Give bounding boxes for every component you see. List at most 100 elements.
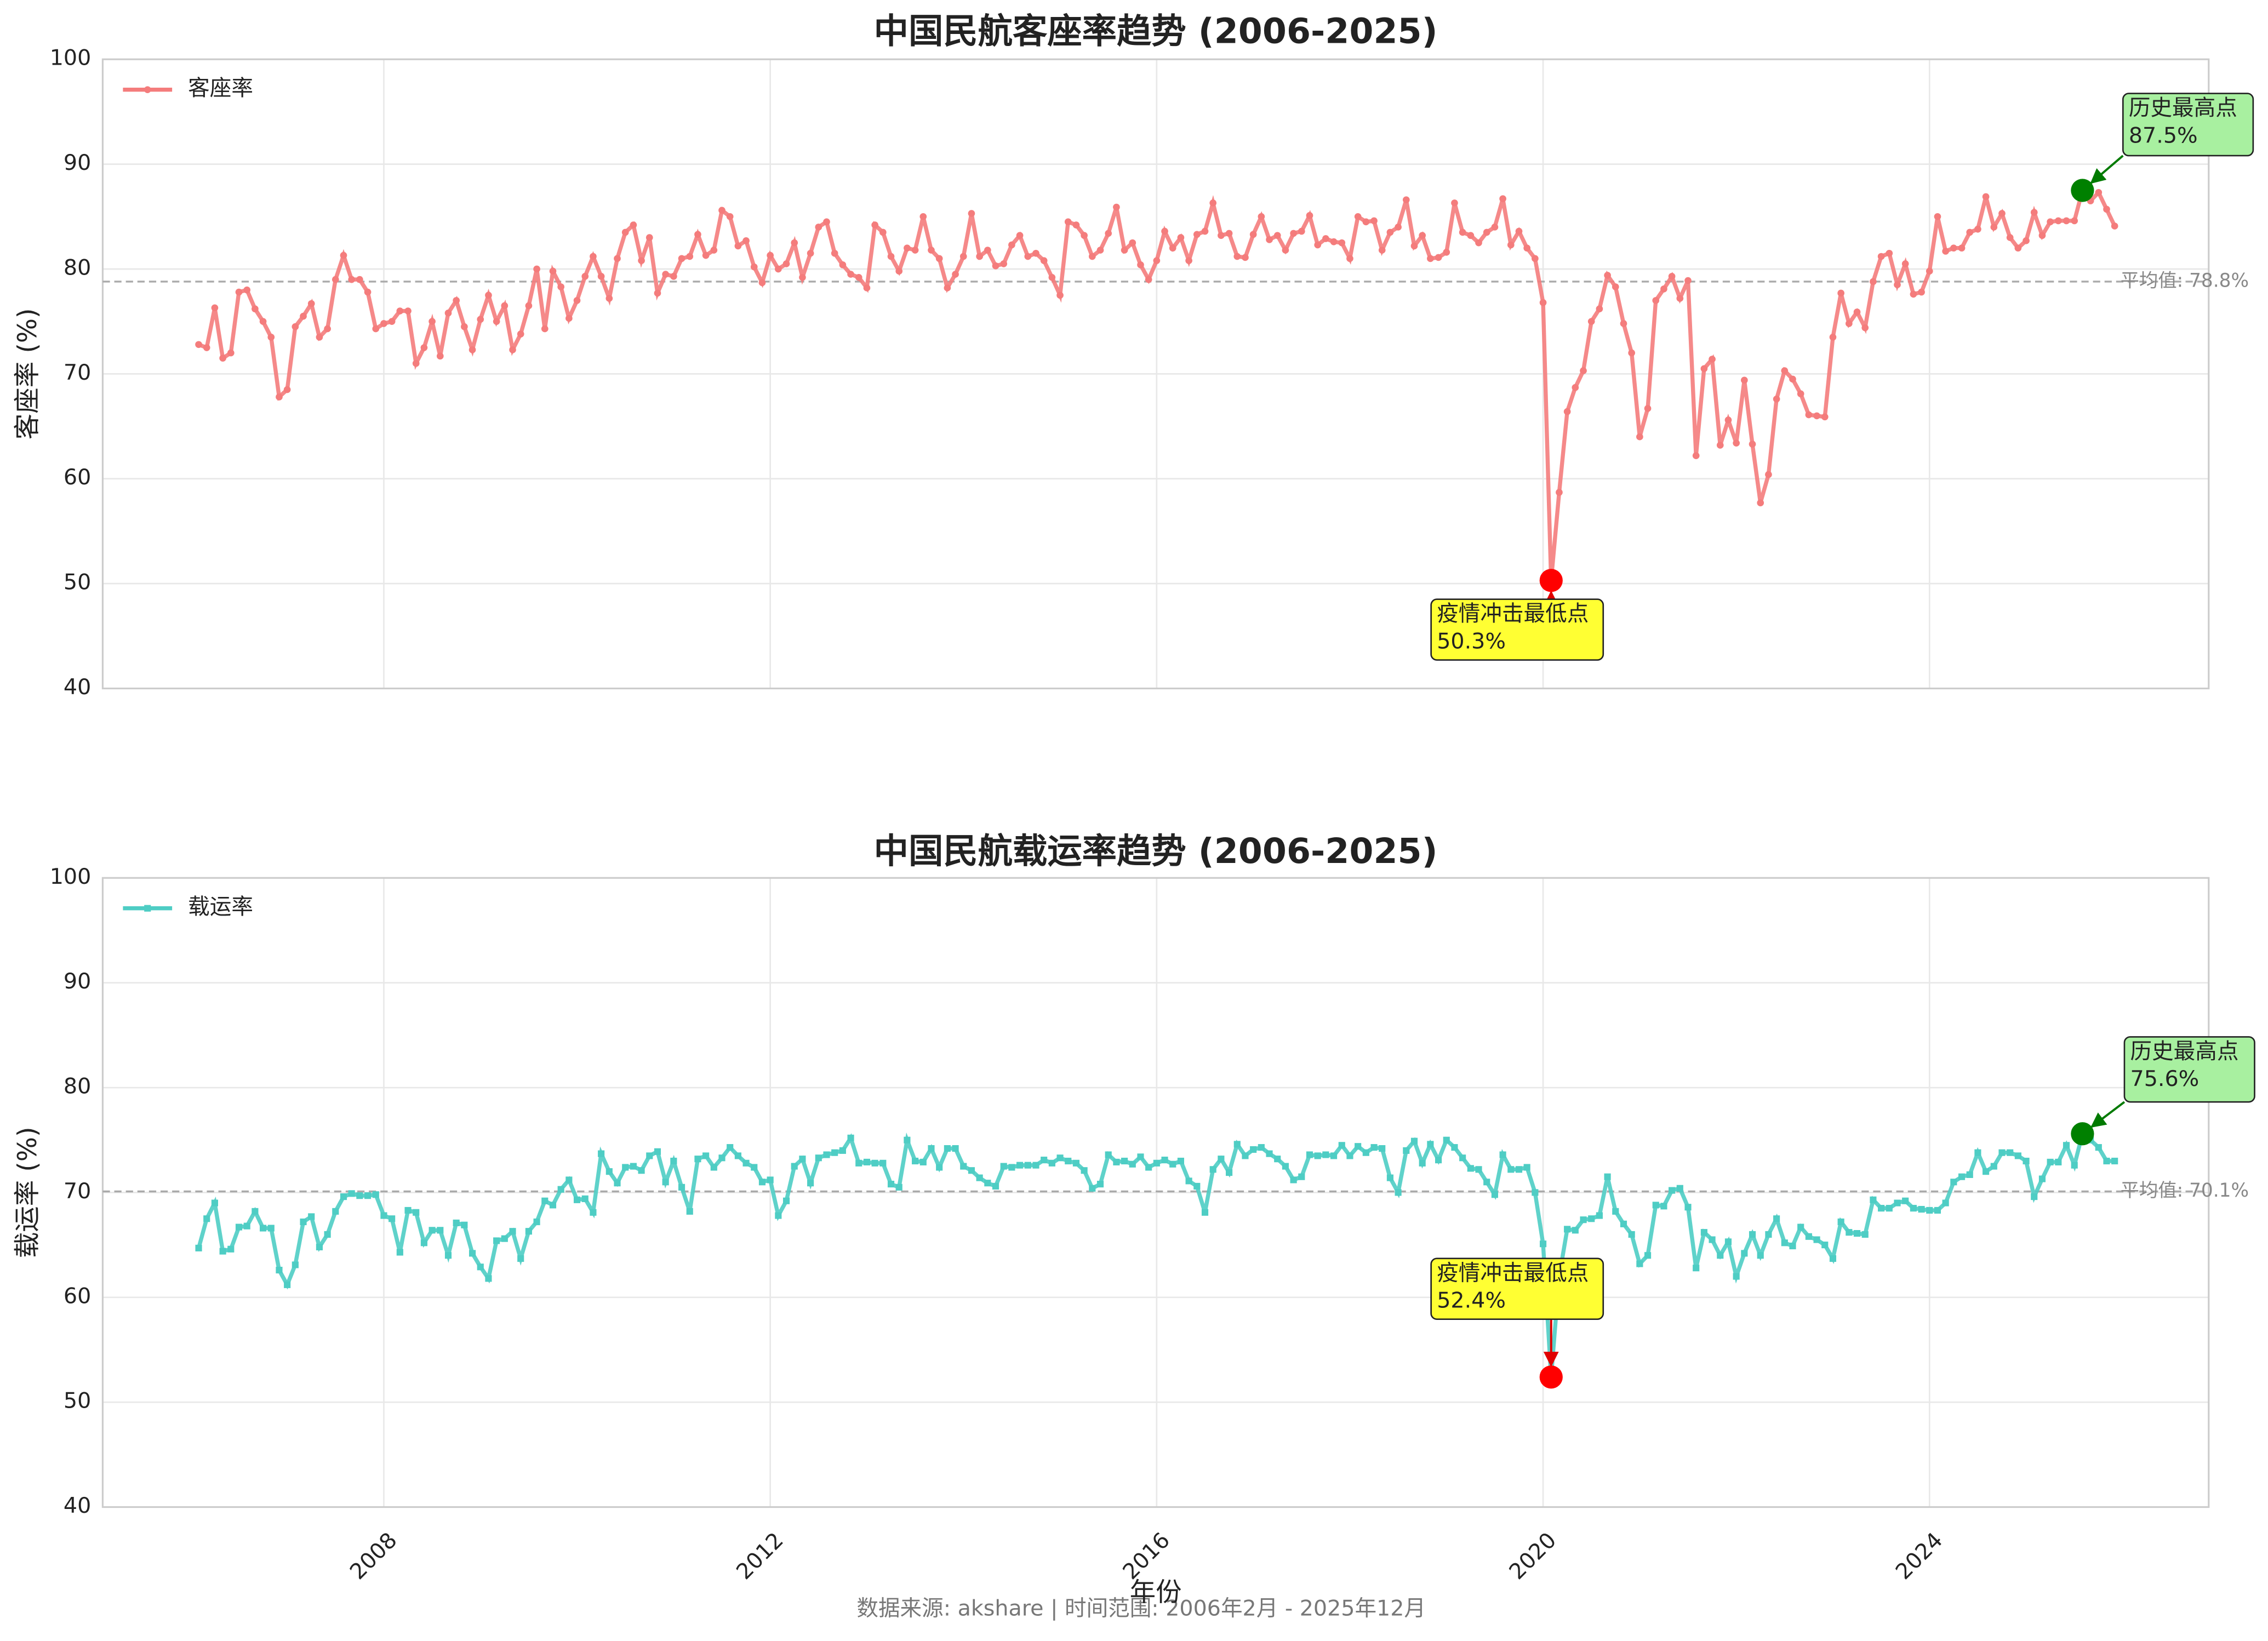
data-point bbox=[1612, 283, 1619, 290]
data-point bbox=[1298, 1173, 1305, 1180]
data-point bbox=[1419, 1159, 1426, 1167]
data-point bbox=[1636, 433, 1643, 441]
data-point bbox=[1121, 1157, 1128, 1165]
data-point bbox=[453, 1219, 460, 1226]
y-axis-label: 载运率 (%) bbox=[13, 1127, 43, 1259]
data-point bbox=[1829, 1255, 1837, 1262]
data-point bbox=[1024, 253, 1032, 260]
data-point bbox=[1813, 412, 1820, 420]
data-point bbox=[1926, 267, 1933, 275]
data-point bbox=[1346, 255, 1353, 262]
x-axis-label: 年份 bbox=[1130, 1577, 1182, 1608]
data-point bbox=[1491, 1191, 1498, 1198]
data-point bbox=[1040, 257, 1048, 265]
data-point bbox=[1886, 249, 1893, 257]
data-point bbox=[1298, 227, 1305, 235]
data-point bbox=[581, 1195, 589, 1202]
data-point bbox=[1966, 1171, 1973, 1178]
data-point bbox=[960, 1163, 967, 1170]
data-point bbox=[300, 312, 307, 320]
data-point bbox=[1974, 225, 1981, 233]
data-point bbox=[2030, 209, 2038, 216]
data-point bbox=[1290, 1176, 1297, 1183]
chart-title: 中国民航载运率趋势 (2006-2025) bbox=[874, 831, 1438, 871]
data-point bbox=[871, 221, 878, 228]
data-point bbox=[1242, 254, 1249, 261]
data-point bbox=[1821, 413, 1829, 421]
annotation-text: 历史最高点 bbox=[2130, 1039, 2239, 1064]
x-tick-label: 2020 bbox=[1504, 1528, 1561, 1585]
data-point bbox=[1684, 277, 1692, 284]
data-point bbox=[767, 251, 774, 259]
data-point bbox=[1966, 228, 1974, 236]
data-point bbox=[1604, 1173, 1611, 1180]
data-point bbox=[1894, 281, 1901, 289]
data-point bbox=[485, 1275, 492, 1282]
data-point bbox=[444, 1252, 452, 1259]
annotation-point bbox=[2071, 1122, 2094, 1146]
data-point bbox=[839, 261, 847, 268]
mean-label: 平均值: 78.8% bbox=[2121, 270, 2249, 291]
data-point bbox=[235, 1223, 243, 1231]
data-point bbox=[1846, 1229, 1853, 1236]
data-point bbox=[1781, 367, 1789, 374]
data-point bbox=[952, 271, 959, 278]
data-point bbox=[573, 1196, 581, 1203]
data-point bbox=[1177, 1157, 1185, 1165]
data-point bbox=[316, 334, 323, 341]
data-point bbox=[1676, 295, 1684, 302]
data-point bbox=[775, 265, 782, 273]
data-point bbox=[1008, 1164, 1015, 1171]
data-point bbox=[1692, 452, 1700, 459]
data-point bbox=[557, 283, 565, 290]
data-point bbox=[2063, 217, 2070, 225]
data-point bbox=[1693, 1265, 1700, 1272]
data-point bbox=[887, 253, 895, 260]
data-point bbox=[1386, 228, 1394, 236]
data-point bbox=[1861, 324, 1869, 331]
data-point bbox=[984, 1180, 991, 1187]
x-tick-label: 2024 bbox=[1891, 1528, 1948, 1585]
data-point bbox=[1282, 1163, 1289, 1170]
data-point bbox=[356, 276, 363, 283]
data-point bbox=[332, 1208, 339, 1215]
data-point bbox=[1419, 232, 1426, 239]
data-point bbox=[702, 251, 710, 259]
data-point bbox=[630, 1163, 637, 1170]
data-point bbox=[1773, 395, 1780, 403]
annotation-box bbox=[1430, 1257, 1604, 1320]
data-point bbox=[782, 260, 790, 267]
data-point bbox=[389, 1215, 396, 1222]
data-point bbox=[2038, 1175, 2046, 1182]
data-point bbox=[1821, 1242, 1829, 1249]
annotation-value: 87.5% bbox=[2129, 123, 2198, 148]
data-point bbox=[485, 291, 492, 299]
data-point bbox=[493, 1237, 500, 1244]
data-point bbox=[469, 346, 476, 353]
data-point bbox=[2103, 1157, 2110, 1165]
data-point bbox=[799, 273, 806, 281]
data-point bbox=[1837, 289, 1844, 297]
data-point bbox=[1024, 1162, 1031, 1169]
x-tick-label: 2008 bbox=[345, 1528, 402, 1585]
data-point bbox=[855, 1159, 862, 1167]
data-point bbox=[1499, 1151, 1506, 1158]
data-point bbox=[348, 276, 356, 283]
data-point bbox=[1861, 1231, 1869, 1238]
y-tick-label: 100 bbox=[50, 864, 92, 889]
data-point bbox=[1789, 1242, 1796, 1250]
data-point bbox=[694, 1156, 701, 1163]
data-point bbox=[1129, 239, 1136, 247]
data-point bbox=[413, 1209, 420, 1216]
data-point bbox=[1081, 1167, 1088, 1174]
data-point bbox=[775, 1212, 782, 1219]
data-point bbox=[2071, 1162, 2078, 1169]
data-point bbox=[1185, 257, 1192, 265]
data-point bbox=[276, 393, 283, 401]
data-point bbox=[831, 249, 838, 257]
data-point bbox=[598, 1150, 605, 1157]
data-point bbox=[292, 1261, 299, 1268]
data-point bbox=[734, 1152, 741, 1159]
data-point bbox=[1274, 1156, 1281, 1163]
data-point bbox=[1539, 299, 1547, 306]
